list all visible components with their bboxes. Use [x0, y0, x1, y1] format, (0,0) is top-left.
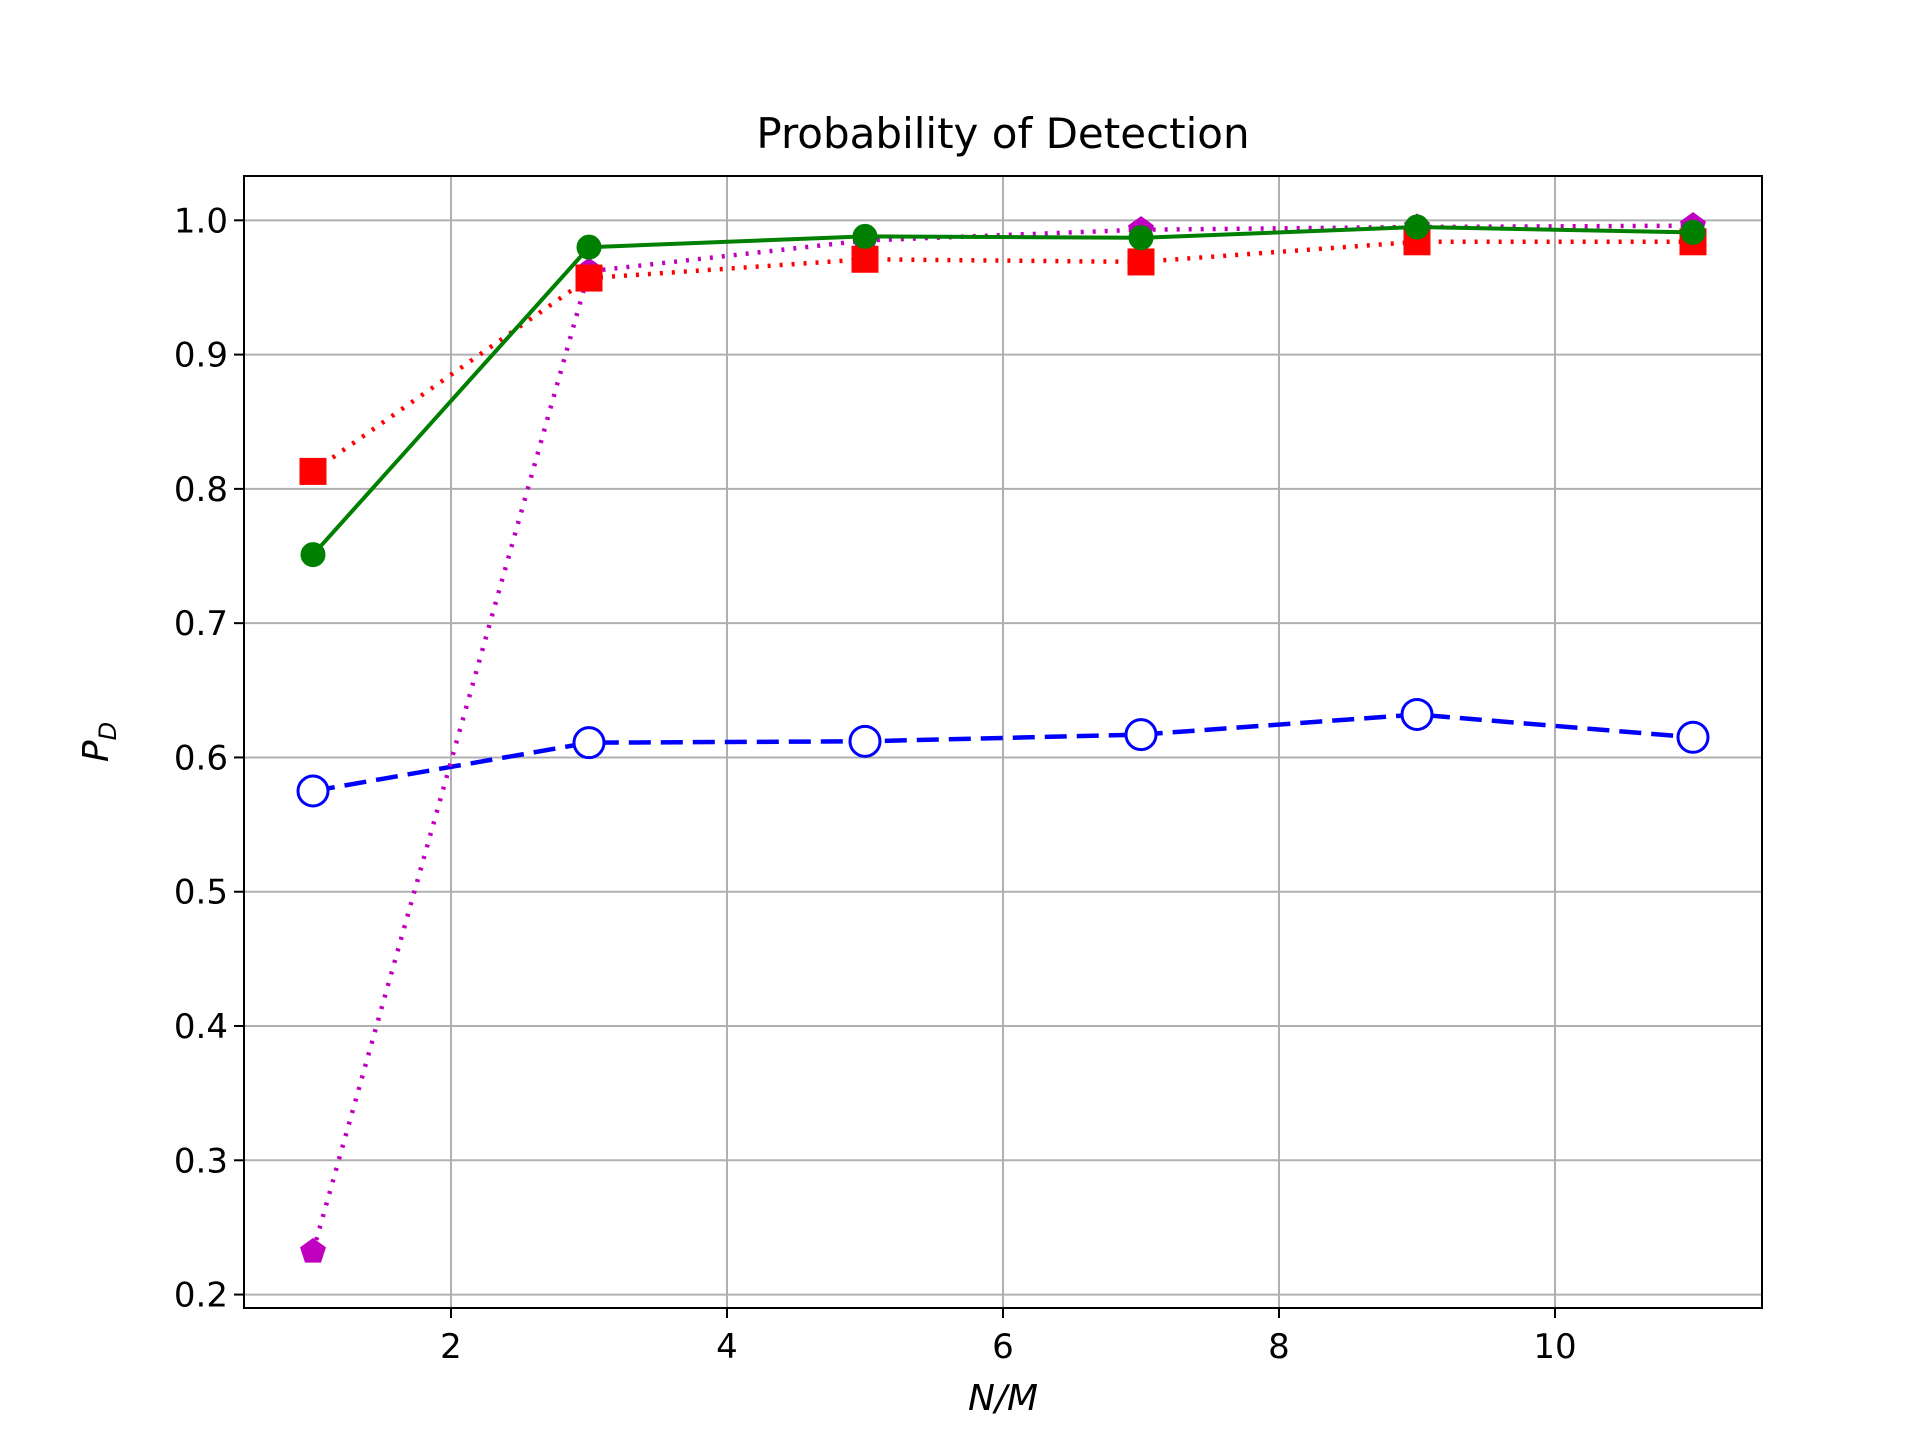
- y-axis-label: PD: [76, 722, 122, 762]
- axis-ticks: 2 4 6 8 10 0.2 0.3 0.4 0.5 0.6 0.7 0.8 0.9 1.0: [174, 201, 1577, 1367]
- y-tick-label: 0.4: [174, 1007, 228, 1047]
- y-axis-label-main: P: [76, 740, 117, 762]
- series-3-point: [575, 264, 603, 292]
- series-4-point: [1404, 214, 1430, 240]
- series-1-point: [848, 724, 882, 758]
- series-1-line: [312, 712, 1694, 794]
- series-4-point: [852, 223, 878, 249]
- series-4-point: [576, 234, 602, 260]
- series-3-line: [311, 239, 1693, 474]
- y-tick-label: 1.0: [174, 201, 228, 241]
- y-axis-label-subscript: D: [94, 722, 122, 740]
- series-2-point: [300, 1237, 326, 1263]
- y-tick-label: 0.8: [174, 470, 228, 510]
- x-tick-label: 2: [440, 1327, 462, 1367]
- series-1-point: [1124, 718, 1158, 752]
- series-4-point: [1128, 225, 1154, 251]
- x-tick-label: 8: [1268, 1327, 1290, 1367]
- series-1: [296, 697, 1710, 808]
- series-4-point: [1680, 219, 1706, 245]
- series-4-point: [300, 542, 326, 568]
- series-3-point: [299, 457, 327, 485]
- x-axis-label: N/M: [968, 1378, 1038, 1419]
- series-1-point: [296, 774, 330, 808]
- series-1-point: [1400, 697, 1434, 731]
- y-tick-label: 0.2: [174, 1276, 228, 1316]
- series-3-point: [1127, 248, 1155, 276]
- series-4-line: [311, 225, 1694, 557]
- y-tick-label: 0.5: [174, 873, 228, 913]
- series-4: [300, 214, 1706, 568]
- x-tick-label: 4: [716, 1327, 738, 1367]
- y-tick-label: 0.6: [174, 738, 228, 778]
- grid-lines: [244, 176, 1762, 1308]
- series-1-point: [572, 726, 606, 760]
- y-tick-label: 0.3: [174, 1141, 228, 1181]
- x-tick-label: 6: [992, 1327, 1014, 1367]
- x-tick-label: 10: [1533, 1327, 1576, 1367]
- chart-title: Probability of Detection: [756, 109, 1249, 158]
- series-1-point: [1676, 720, 1710, 754]
- series-3-point: [851, 245, 879, 273]
- y-tick-label: 0.7: [174, 604, 228, 644]
- plot-series: [296, 212, 1710, 1263]
- y-tick-label: 0.9: [174, 336, 228, 376]
